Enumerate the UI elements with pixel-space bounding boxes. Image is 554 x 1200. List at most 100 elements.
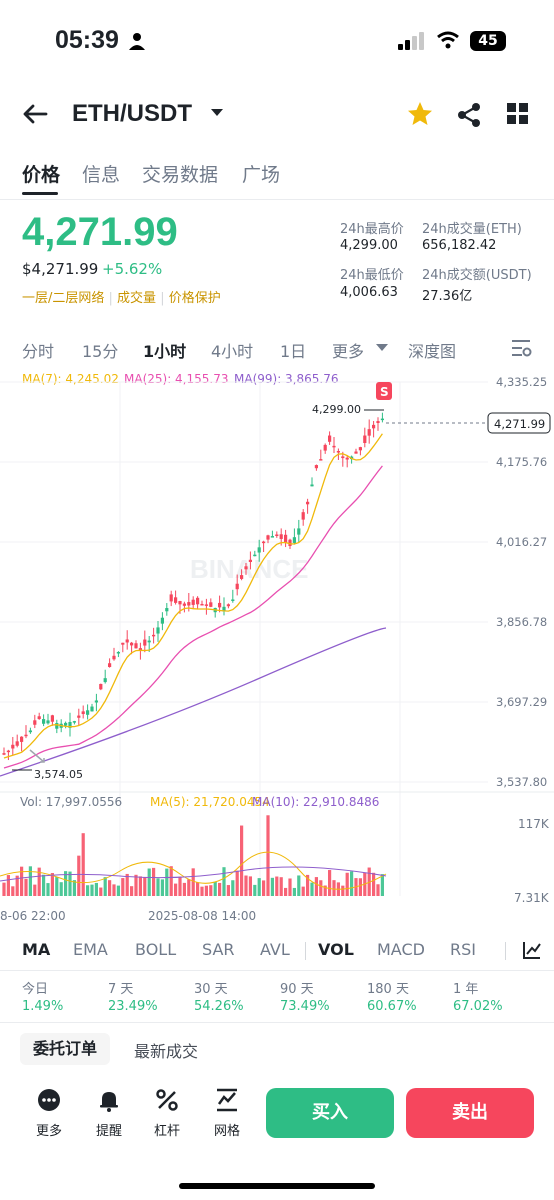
- tf-line[interactable]: 分时: [22, 342, 55, 361]
- tab-open-orders[interactable]: 委托订单: [20, 1033, 110, 1065]
- tab-price[interactable]: 价格: [22, 164, 61, 186]
- candle-body: [72, 721, 76, 723]
- volume-bar: [178, 876, 182, 896]
- more-icon: [38, 1089, 60, 1111]
- volume-bar: [341, 885, 345, 896]
- leverage-button[interactable]: 杠杆: [142, 1088, 192, 1139]
- candle-body: [165, 608, 169, 612]
- s-badge[interactable]: [376, 382, 392, 400]
- bell-icon: [100, 1092, 118, 1112]
- divider: [0, 1022, 554, 1023]
- star-icon[interactable]: [406, 100, 434, 128]
- candle-body: [81, 711, 85, 715]
- tag-volume[interactable]: 成交量: [117, 291, 157, 306]
- candle-body: [297, 528, 301, 535]
- candle-body: [90, 706, 94, 712]
- volume-bar: [292, 887, 296, 896]
- grid-menu-icon[interactable]: [507, 103, 529, 125]
- ind-sar[interactable]: SAR: [202, 940, 235, 959]
- vol-tick-high: 117K: [518, 817, 550, 831]
- volume-bar: [376, 884, 380, 896]
- candle-body: [380, 418, 384, 421]
- tab-trading-data[interactable]: 交易数据: [142, 164, 219, 186]
- low-label: 24h最低价: [340, 268, 404, 283]
- candle-body: [292, 537, 296, 543]
- grid-button[interactable]: 网格: [202, 1088, 252, 1139]
- ind-boll[interactable]: BOLL: [135, 940, 177, 959]
- candle-body: [2, 753, 6, 755]
- ma7-line: [3, 433, 383, 759]
- indicator-settings-icon[interactable]: [522, 940, 542, 960]
- volume-bar: [306, 874, 310, 896]
- share-icon[interactable]: [456, 102, 482, 128]
- chart-settings-icon[interactable]: [510, 338, 532, 358]
- volume-bar: [6, 875, 10, 896]
- battery-icon: 45: [470, 31, 506, 51]
- volume-bar: [314, 877, 318, 896]
- divider: [0, 970, 554, 971]
- ind-vol[interactable]: VOL: [318, 940, 354, 959]
- perf-30d-label: 30 天: [194, 982, 228, 997]
- candle-body: [116, 652, 120, 654]
- volume-bar: [130, 886, 134, 896]
- kline-chart[interactable]: BINANCE 4,335.25 4,175.76 4,016.27 3,856.78…: [0, 366, 554, 926]
- ind-macd[interactable]: MACD: [377, 940, 425, 959]
- buy-button[interactable]: 买入: [266, 1088, 394, 1138]
- volume-bar: [328, 870, 332, 896]
- volume-bar: [257, 878, 261, 896]
- candle-body: [33, 720, 37, 725]
- candle-body: [354, 451, 358, 454]
- volume-bar: [279, 877, 283, 896]
- tf-1d[interactable]: 1日: [280, 342, 307, 361]
- volume-bar: [275, 876, 279, 896]
- perf-90d-label: 90 天: [280, 982, 314, 997]
- alert-button[interactable]: 提醒: [84, 1088, 134, 1139]
- tab-latest-trades[interactable]: 最新成交: [134, 1042, 199, 1061]
- candle-body: [196, 597, 200, 605]
- sell-button[interactable]: 卖出: [406, 1088, 534, 1138]
- tf-1h[interactable]: 1小时: [143, 342, 187, 361]
- tf-4h[interactable]: 4小时: [211, 342, 254, 361]
- volume-bar: [196, 882, 200, 896]
- tf-depth[interactable]: 深度图: [408, 342, 457, 361]
- tab-square[interactable]: 广场: [242, 164, 281, 186]
- tag-layer[interactable]: 一层/二层网络: [22, 291, 105, 306]
- candle-body: [68, 722, 72, 728]
- tag-protection[interactable]: 价格保护: [168, 291, 221, 306]
- caret-down-icon[interactable]: [376, 344, 388, 352]
- pair-title[interactable]: ETH/USDT: [72, 100, 192, 127]
- volume-bar: [226, 885, 230, 896]
- candle-body: [310, 484, 314, 487]
- volume-bar: [297, 875, 301, 896]
- candle-body: [94, 700, 98, 703]
- candle-body: [314, 465, 318, 469]
- candle-body: [178, 601, 182, 605]
- volume-bar: [152, 867, 156, 896]
- caret-down-icon[interactable]: [210, 108, 224, 118]
- ind-rsi[interactable]: RSI: [450, 940, 476, 959]
- volume-bar: [24, 878, 28, 896]
- candle-body: [222, 606, 226, 612]
- ind-ema[interactable]: EMA: [73, 940, 108, 959]
- high-label: 24h最高价: [340, 222, 404, 237]
- candle-body: [50, 715, 54, 722]
- signal-icon: [398, 32, 424, 50]
- volume-bar: [191, 868, 195, 896]
- ind-ma[interactable]: MA: [22, 940, 51, 959]
- alert-label: 提醒: [95, 1124, 122, 1139]
- y-tick-label: 3,537.80: [496, 775, 547, 789]
- candle-body: [244, 566, 248, 570]
- tab-info[interactable]: 信息: [82, 164, 121, 186]
- back-arrow-icon[interactable]: [22, 103, 48, 125]
- ind-avl[interactable]: AVL: [260, 940, 290, 959]
- tf-15m[interactable]: 15分: [82, 342, 119, 361]
- volume-bar: [112, 884, 116, 896]
- wifi-icon: [437, 31, 459, 49]
- tf-more[interactable]: 更多: [332, 342, 365, 361]
- perf-1y-label: 1 年: [453, 982, 479, 997]
- more-button[interactable]: 更多: [24, 1088, 74, 1139]
- candle-body: [42, 719, 46, 724]
- vol-tick-low: 7.31K: [514, 891, 550, 905]
- candle-body: [143, 639, 147, 646]
- divider: [0, 199, 554, 200]
